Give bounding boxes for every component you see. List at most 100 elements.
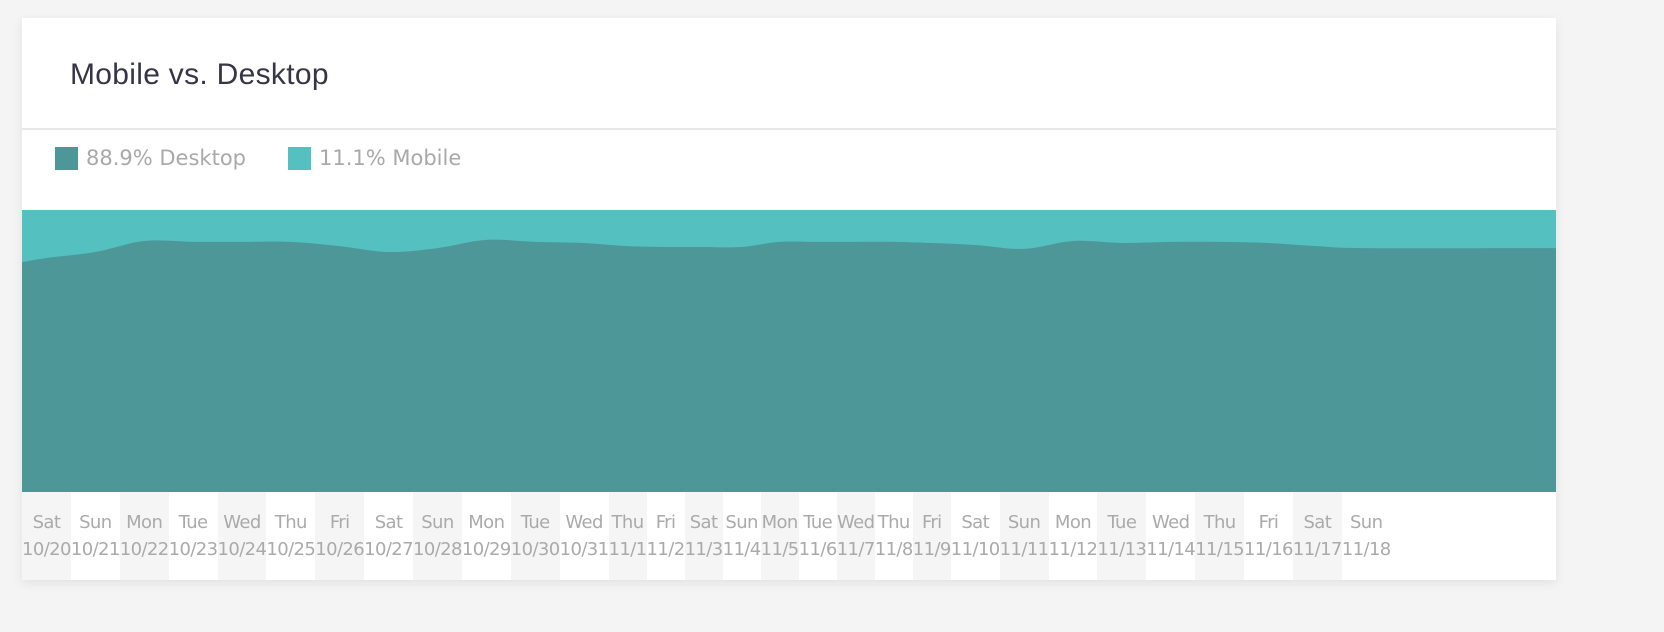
x-tick-date: 10/24 — [217, 539, 267, 560]
desktop-data-point[interactable] — [89, 246, 101, 258]
desktop-data-point[interactable] — [1360, 242, 1372, 254]
x-tick-date: 10/31 — [559, 539, 609, 560]
x-tick-day: Tue — [803, 512, 833, 533]
x-tick: Sun 11/4 — [722, 492, 761, 580]
desktop-data-point[interactable] — [1116, 237, 1128, 249]
x-tick: Sat 10/27 — [364, 492, 414, 580]
x-tick-date: 11/18 — [1341, 539, 1391, 560]
legend-item-desktop[interactable]: 88.9% Desktop — [55, 146, 246, 170]
x-tick-day: Mon — [761, 512, 799, 533]
x-tick-date: 11/8 — [874, 539, 914, 560]
desktop-data-point[interactable] — [1214, 236, 1226, 248]
x-tick: Wed 11/14 — [1146, 492, 1196, 580]
x-tick: Fri 10/26 — [315, 492, 365, 580]
x-tick-day: Sat — [1303, 512, 1332, 533]
desktop-data-point[interactable] — [698, 241, 710, 253]
desktop-data-point[interactable] — [969, 239, 981, 251]
x-tick: Sun 11/18 — [1341, 492, 1391, 580]
desktop-data-point[interactable] — [187, 236, 199, 248]
legend: 88.9% Desktop 11.1% Mobile — [55, 146, 461, 170]
x-tick: Thu 11/15 — [1195, 492, 1245, 580]
x-tick-date: 11/6 — [798, 539, 838, 560]
x-tick-day: Tue — [1107, 512, 1137, 533]
x-tick: Mon 11/12 — [1048, 492, 1098, 580]
desktop-data-point[interactable] — [812, 236, 824, 248]
desktop-data-point[interactable] — [529, 236, 541, 248]
x-tick-date: 11/1 — [608, 539, 648, 560]
x-tick: Wed 10/31 — [559, 492, 609, 580]
desktop-data-point[interactable] — [431, 242, 443, 254]
x-tick-date: 11/12 — [1048, 539, 1098, 560]
desktop-data-point[interactable] — [926, 237, 938, 249]
x-tick-day: Tue — [178, 512, 209, 533]
x-tick-day: Mon — [126, 512, 163, 533]
x-tick-date: 11/17 — [1292, 539, 1342, 560]
x-tick: Mon 11/5 — [760, 492, 800, 580]
x-tick-day: Fri — [1258, 512, 1279, 533]
x-tick: Thu 11/8 — [874, 492, 914, 580]
desktop-data-point[interactable] — [383, 246, 395, 258]
x-tick-date: 11/10 — [950, 539, 1000, 560]
desktop-data-point[interactable] — [236, 236, 248, 248]
mobile-vs-desktop-card: Mobile vs. Desktop 88.9% Desktop 11.1% M… — [22, 18, 1556, 580]
legend-label-desktop: 88.9% Desktop — [86, 146, 246, 170]
x-tick: Tue 10/23 — [168, 492, 218, 580]
x-tick: Sat 10/20 — [22, 492, 71, 580]
desktop-data-point[interactable] — [774, 236, 786, 248]
x-tick-day: Mon — [468, 512, 505, 533]
x-tick-day: Wed — [836, 512, 875, 533]
x-tick-date: 11/14 — [1146, 539, 1196, 560]
x-tick: Fri 11/2 — [646, 492, 685, 580]
x-tick: Mon 10/22 — [119, 492, 169, 580]
x-tick-date: 10/26 — [315, 539, 365, 560]
x-tick-date: 11/5 — [760, 539, 800, 560]
x-tick-day: Sat — [374, 512, 403, 533]
x-tick: Fri 11/9 — [912, 492, 951, 580]
x-tick-day: Sun — [725, 512, 758, 533]
x-tick-date: 11/7 — [836, 539, 876, 560]
x-tick-day: Thu — [611, 512, 645, 533]
card-title: Mobile vs. Desktop — [70, 58, 329, 91]
legend-item-mobile[interactable]: 11.1% Mobile — [288, 146, 461, 170]
x-tick: Sat 11/17 — [1292, 492, 1342, 580]
x-tick: Fri 11/16 — [1244, 492, 1294, 580]
x-tick-day: Fri — [329, 512, 350, 533]
desktop-data-point[interactable] — [622, 240, 634, 252]
desktop-data-point[interactable] — [480, 234, 492, 246]
desktop-area — [22, 239, 1556, 492]
x-tick-day: Sun — [1007, 512, 1041, 533]
x-tick-date: 10/27 — [364, 539, 413, 560]
x-tick-day: Thu — [274, 512, 308, 533]
desktop-data-point[interactable] — [40, 252, 52, 264]
desktop-data-point[interactable] — [888, 236, 900, 248]
desktop-data-point[interactable] — [285, 236, 297, 248]
divider — [22, 128, 1556, 130]
desktop-data-point[interactable] — [1067, 235, 1079, 247]
x-tick-day: Thu — [877, 512, 911, 533]
desktop-data-point[interactable] — [660, 241, 672, 253]
x-tick-day: Fri — [921, 512, 942, 533]
desktop-data-point[interactable] — [1262, 237, 1274, 249]
x-tick-date: 10/20 — [22, 539, 71, 560]
desktop-data-point[interactable] — [1311, 240, 1323, 252]
desktop-data-point[interactable] — [850, 236, 862, 248]
desktop-data-point[interactable] — [1018, 243, 1030, 255]
desktop-data-point[interactable] — [1165, 236, 1177, 248]
x-tick-day: Fri — [655, 512, 676, 533]
desktop-data-point[interactable] — [736, 241, 748, 253]
desktop-data-point[interactable] — [578, 237, 590, 249]
desktop-data-point[interactable] — [138, 235, 150, 247]
x-tick: Mon 10/29 — [461, 492, 511, 580]
x-tick: Sun 10/28 — [413, 492, 462, 580]
desktop-data-point[interactable] — [334, 240, 346, 252]
x-tick-date: 11/15 — [1195, 539, 1245, 560]
x-tick-day: Sun — [421, 512, 454, 533]
x-tick-date: 10/22 — [119, 539, 169, 560]
x-tick-day: Wed — [1151, 512, 1190, 533]
x-tick-day: Mon — [1054, 512, 1092, 533]
x-tick-day: Sat — [961, 512, 990, 533]
area-chart — [22, 210, 1556, 492]
x-tick-date: 10/28 — [413, 539, 462, 560]
x-tick-date: 11/16 — [1244, 539, 1293, 560]
x-tick-date: 11/11 — [999, 539, 1049, 560]
